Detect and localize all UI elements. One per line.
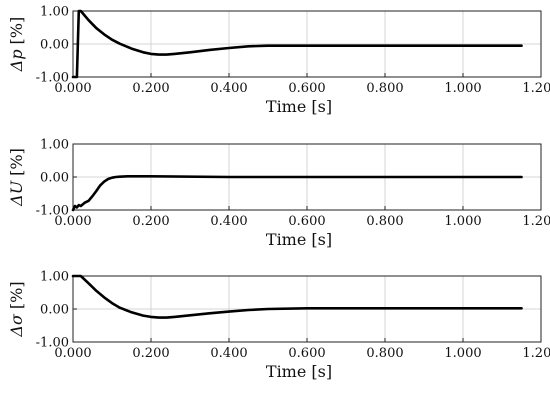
x-tick-label: 0.800 [366, 81, 403, 96]
x-tick-label: 1.200 [522, 346, 550, 361]
panel-3: 0.000 0.200 0.400 0.600 0.800 1.000 1.200 1.00 0… [7, 270, 550, 382]
y-tick-label: 1.00 [40, 138, 69, 153]
y-tick-label: 1.00 [40, 5, 69, 20]
panel-2: 0.000 0.200 0.400 0.600 0.800 1.000 1.200 1.00 0… [7, 138, 550, 250]
series-line [71, 274, 523, 319]
x-tick-label: 1.000 [444, 214, 481, 229]
y-axis-label: Δp [%] [7, 17, 26, 72]
x-axis-label: Time [s] [266, 362, 332, 381]
y-axis-symbol: Δp [7, 49, 26, 72]
x-tick-label: 0.400 [210, 214, 247, 229]
x-tick-label: 0.800 [366, 346, 403, 361]
x-tick-label: 0.000 [54, 81, 91, 96]
panel-1: 0.000 0.200 0.400 0.600 0.800 1.000 1.200 1.00 0… [7, 5, 550, 117]
x-tick-label: 0.000 [54, 214, 91, 229]
y-tick-label: -1.00 [36, 71, 69, 86]
x-tick-label: 1.000 [444, 81, 481, 96]
y-axis-symbol: Δσ [7, 313, 26, 338]
y-tick-label: 0.00 [40, 38, 69, 53]
x-tick-label: 1.200 [522, 214, 550, 229]
x-axis-label: Time [s] [266, 230, 332, 249]
x-tick-label: 0.600 [288, 346, 325, 361]
y-axis-label: Δσ [%] [7, 281, 26, 337]
x-tick-label: 1.000 [444, 346, 481, 361]
y-tick-label: 1.00 [40, 270, 69, 285]
y-axis-unit: [%] [7, 148, 26, 176]
x-tick-label: 0.600 [288, 81, 325, 96]
x-tick-label: 0.000 [54, 346, 91, 361]
series-line [71, 9, 523, 79]
x-tick-label: 1.200 [522, 81, 550, 96]
y-tick-label: 0.00 [40, 303, 69, 318]
x-tick-label: 0.400 [210, 81, 247, 96]
x-tick-label: 0.200 [132, 214, 169, 229]
y-tick-label: -1.00 [36, 336, 69, 351]
x-axis-label: Time [s] [266, 97, 332, 116]
y-axis-unit: [%] [7, 281, 26, 309]
x-tick-label: 0.200 [132, 81, 169, 96]
y-tick-label: -1.00 [36, 204, 69, 219]
y-axis-unit: [%] [7, 17, 26, 45]
series-line [71, 175, 523, 212]
x-tick-label: 0.800 [366, 214, 403, 229]
y-axis-label: ΔU [%] [7, 148, 26, 207]
y-axis-symbol: ΔU [7, 180, 26, 207]
y-tick-label: 0.00 [40, 171, 69, 186]
x-tick-label: 0.200 [132, 346, 169, 361]
x-tick-label: 0.400 [210, 346, 247, 361]
x-tick-label: 0.600 [288, 214, 325, 229]
